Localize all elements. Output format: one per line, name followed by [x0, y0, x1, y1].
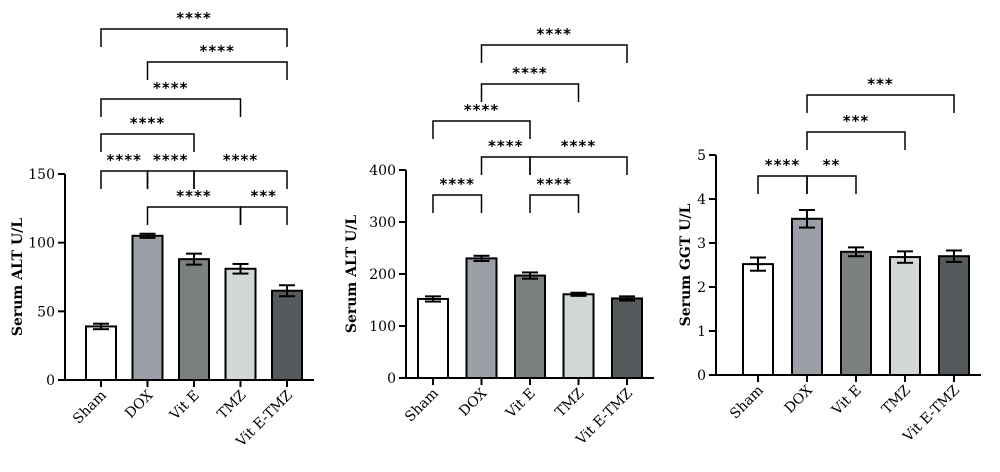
- y-tick-label: 150: [28, 167, 55, 183]
- significance-label: ****: [153, 151, 188, 169]
- significance-bracket: [193, 170, 288, 189]
- significance-label: ****: [512, 64, 547, 82]
- bar-tmz: [889, 256, 921, 376]
- chart-panel-2: 0 100 200 300 400 Serum ALT U/L Sham DOX Vit E TM…: [344, 25, 654, 449]
- significance-label: ****: [464, 101, 499, 119]
- significance-bracket: [480, 44, 628, 63]
- significance-label: ****: [153, 79, 188, 97]
- bar-sham: [417, 297, 449, 379]
- significance-label: ****: [176, 9, 211, 27]
- y-axis-title: Serum ALT U/L: [10, 218, 26, 336]
- y-tick-label: 0: [697, 368, 706, 384]
- significance-label: ***: [250, 187, 277, 205]
- y-tick-label: 400: [369, 163, 396, 179]
- x-tick-label: DOX: [782, 383, 816, 417]
- y-tick-label: 50: [37, 304, 55, 320]
- significance-label: ****: [561, 137, 596, 155]
- y-tick-label: 4: [697, 192, 706, 208]
- x-tick-label: Vit E: [166, 388, 203, 425]
- significance-label: **: [823, 156, 841, 174]
- x-tick-label: Vit E: [828, 383, 865, 420]
- x-tick-label: Vit E: [502, 386, 539, 423]
- significance-bracket: [100, 28, 288, 47]
- significance-bracket: [432, 194, 483, 213]
- x-tick-label: TMZ: [214, 387, 249, 422]
- significance-bracket: [806, 131, 906, 150]
- significance-bracket: [757, 175, 808, 194]
- y-tick-label: 200: [369, 267, 396, 283]
- significance-bracket: [529, 156, 628, 175]
- significance-label: ****: [130, 114, 165, 132]
- significance-label: ****: [488, 137, 523, 155]
- significance-bracket: [239, 206, 288, 225]
- significance-bracket: [100, 133, 195, 152]
- x-tick-label: TMZ: [552, 385, 587, 420]
- significance-bracket: [432, 120, 531, 139]
- y-axis-title: Serum GGT U/L: [678, 204, 694, 327]
- y-tick-label: 5: [697, 148, 706, 164]
- y-tick-label: 2: [697, 280, 706, 296]
- significance-label: ****: [176, 187, 211, 205]
- y-tick-label: 300: [369, 215, 396, 231]
- x-tick-label: TMZ: [879, 382, 914, 417]
- x-tick-label: Sham: [727, 383, 767, 423]
- bar-vit-e: [178, 258, 210, 381]
- y-axis-title: Serum ALT U/L: [344, 215, 360, 333]
- y-tick-label: 100: [369, 319, 396, 335]
- bar-tmz: [562, 293, 595, 379]
- significance-bracket: [146, 206, 242, 225]
- significance-label: ****: [537, 25, 572, 43]
- bar-tmz: [224, 267, 257, 382]
- significance-label: ****: [537, 175, 572, 193]
- significance-bracket: [480, 83, 580, 102]
- significance-bracket: [480, 156, 531, 175]
- significance-bracket: [806, 175, 857, 194]
- x-tick-label: DOX: [456, 386, 490, 420]
- bar-vit-e: [840, 250, 872, 376]
- significance-label: ***: [867, 75, 894, 93]
- significance-bracket: [529, 194, 580, 213]
- significance-label: ****: [440, 175, 475, 193]
- bar-dox: [791, 217, 823, 376]
- x-tick-label: Sham: [402, 386, 442, 426]
- bar-vit-e-tmz: [611, 297, 643, 379]
- y-tick-label: 1: [697, 324, 706, 340]
- significance-label: ****: [107, 151, 142, 169]
- significance-bracket: [146, 61, 288, 80]
- significance-label: ****: [765, 156, 800, 174]
- bar-vit-e-tmz: [938, 255, 970, 377]
- bar-sham: [742, 263, 774, 376]
- significance-bracket: [100, 170, 149, 189]
- significance-label: ****: [200, 42, 235, 60]
- x-tick-label: DOX: [122, 388, 156, 422]
- y-tick-label: 0: [387, 371, 396, 387]
- significance-label: ****: [223, 151, 258, 169]
- bar-vit-e: [514, 274, 546, 379]
- y-tick-label: 0: [46, 373, 55, 389]
- bar-sham: [85, 325, 117, 382]
- significance-label: ***: [843, 112, 870, 130]
- y-tick-label: 3: [697, 236, 706, 252]
- bar-vit-e-tmz: [271, 289, 303, 382]
- bar-dox: [131, 234, 164, 381]
- y-tick-label: 100: [28, 236, 55, 252]
- significance-bracket: [806, 94, 955, 113]
- x-tick-label: Sham: [70, 388, 110, 428]
- significance-bracket: [100, 98, 242, 117]
- bar-dox: [465, 257, 498, 379]
